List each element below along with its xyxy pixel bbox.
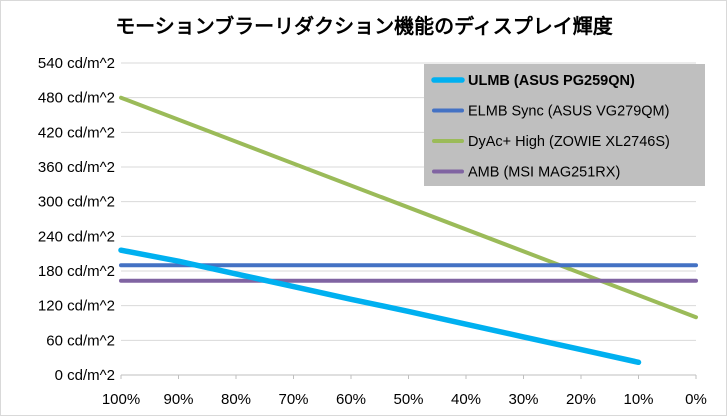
y-tick-label: 480 cd/m^2 — [38, 90, 115, 107]
x-tick-label: 10% — [623, 391, 653, 408]
y-tick-label: 0 cd/m^2 — [55, 367, 115, 384]
x-tick-label: 20% — [566, 391, 596, 408]
x-tick-label: 50% — [393, 391, 423, 408]
y-tick-label: 240 cd/m^2 — [38, 228, 115, 245]
chart-title: モーションブラーリダクション機能のディスプレイ輝度 — [115, 14, 614, 38]
y-tick-label: 540 cd/m^2 — [38, 55, 115, 72]
x-tick-label: 40% — [451, 391, 481, 408]
legend: ULMB (ASUS PG259QN) ELMB Sync (ASUS VG279… — [424, 64, 705, 186]
x-tick-label: 100% — [102, 391, 140, 408]
series-line-ulmb — [118, 247, 642, 366]
x-tick-label: 90% — [163, 391, 193, 408]
legend-label: ULMB (ASUS PG259QN) — [468, 73, 635, 89]
legend-box — [424, 64, 705, 186]
legend-label: DyAc+ High (ZOWIE XL2746S) — [468, 134, 670, 150]
y-tick-label: 360 cd/m^2 — [38, 159, 115, 176]
y-tick-label: 60 cd/m^2 — [46, 332, 115, 349]
y-tick-label: 300 cd/m^2 — [38, 194, 115, 211]
y-tick-label: 420 cd/m^2 — [38, 124, 115, 141]
legend-label: AMB (MSI MAG251RX) — [468, 165, 620, 181]
y-tick-label: 120 cd/m^2 — [38, 298, 115, 315]
x-tick-label: 80% — [221, 391, 251, 408]
x-tick-label: 60% — [336, 391, 366, 408]
x-tick-label: 30% — [508, 391, 538, 408]
x-tick-label: 0% — [685, 391, 707, 408]
legend-label: ELMB Sync (ASUS VG279QM) — [468, 104, 669, 120]
y-tick-label: 180 cd/m^2 — [38, 263, 115, 280]
x-tick-label: 70% — [278, 391, 308, 408]
